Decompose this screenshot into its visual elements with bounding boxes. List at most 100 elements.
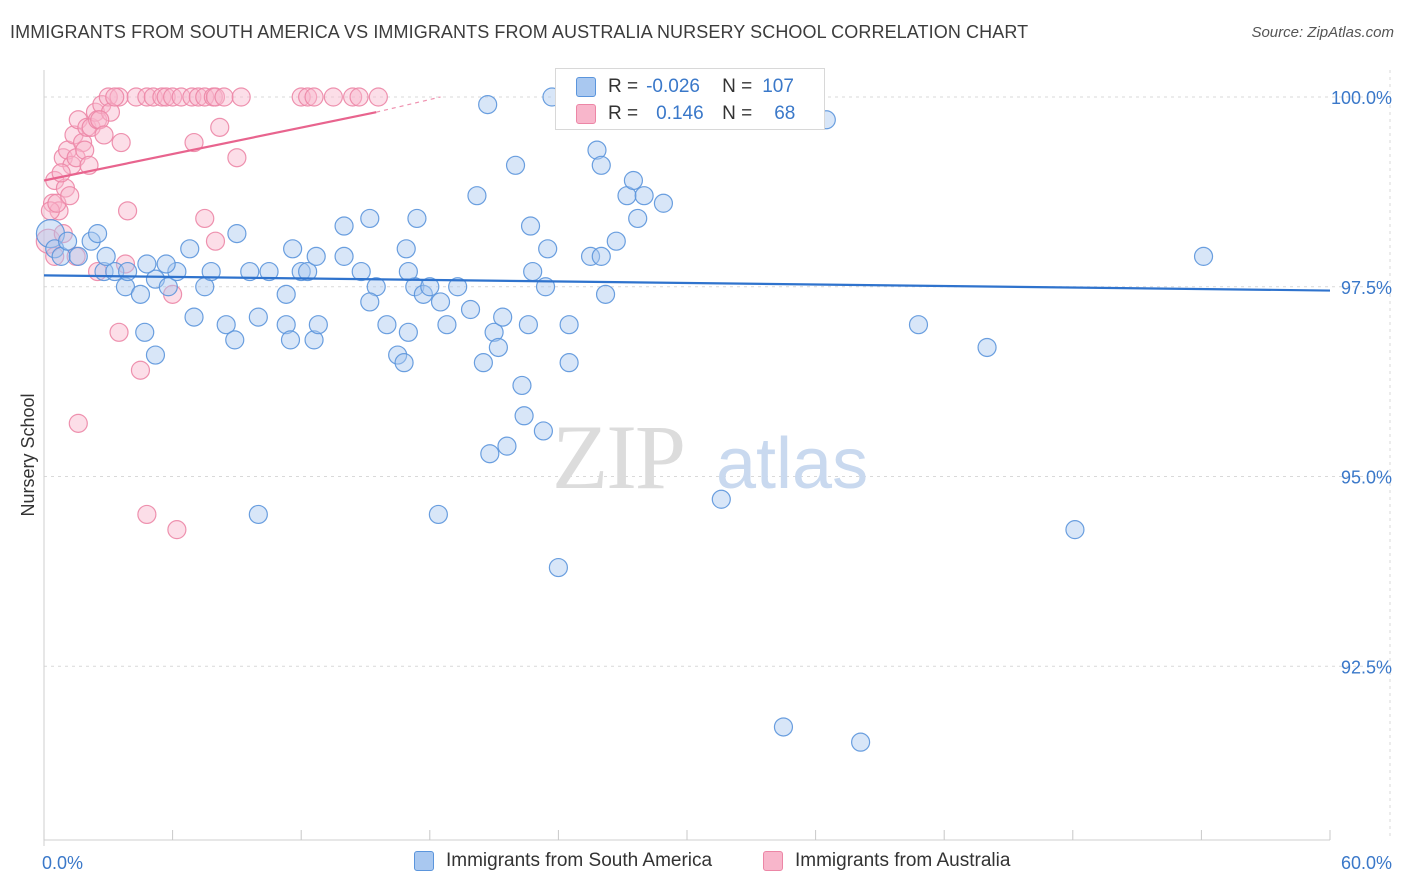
stats-box: R = -0.026 N = 107 R = 0.146 N = 68 (555, 68, 825, 130)
y-axis-label: Nursery School (18, 393, 38, 516)
blue-point (360, 292, 380, 312)
pink-swatch (576, 104, 596, 124)
blue-point (428, 504, 448, 525)
blue-point (634, 186, 654, 206)
pink-point (109, 322, 129, 342)
blue-point (493, 307, 513, 327)
pink-trend-line (43, 111, 377, 182)
blue-point (81, 231, 101, 251)
blue-point (467, 186, 487, 206)
blue-point (396, 239, 416, 259)
blue-point (117, 261, 138, 282)
stats-row-pink: R = 0.146 N = 68 (576, 102, 795, 126)
watermark: ZIP atlas (552, 406, 868, 508)
legend-blue-label: Immigrants from South America (446, 850, 713, 871)
blue-point (240, 261, 260, 282)
blue-point (248, 307, 268, 327)
watermark-zip: ZIP (552, 406, 684, 508)
pink-point (152, 87, 172, 107)
pink-n-value: 68 (774, 103, 796, 124)
blue-point (306, 246, 326, 266)
blue-point (413, 284, 433, 304)
pink-point (90, 110, 110, 130)
watermark-atlas: atlas (716, 424, 868, 504)
legend-item-pink[interactable]: Immigrants from Australia (763, 850, 1010, 872)
blue-point (437, 315, 457, 335)
blue-point (448, 277, 468, 297)
blue-point (248, 504, 268, 525)
trend-lines (43, 96, 1331, 292)
blue-point (87, 224, 108, 244)
pink-point (188, 87, 208, 107)
blue-point (908, 315, 929, 335)
blue-point (473, 353, 493, 373)
blue-point (559, 353, 579, 373)
pink-point (323, 87, 343, 107)
blue-point (520, 216, 541, 236)
blue-point (68, 246, 88, 266)
blue-swatch (576, 77, 596, 97)
blue-point (488, 337, 508, 358)
pink-r-value: 0.146 (656, 103, 704, 124)
blue-point (115, 277, 136, 297)
blue-point (430, 292, 451, 312)
tick-labels: 92.5% 95.0% 97.5% 100.0% 0.0% 60.0% (42, 88, 1392, 873)
blue-point (283, 239, 303, 259)
blue-point (298, 261, 318, 282)
pink-point (75, 140, 95, 160)
blue-point (57, 231, 78, 251)
blue-point (388, 345, 408, 365)
x-tick-label-min: 0.0% (42, 853, 83, 873)
pink-point (137, 87, 157, 107)
blue-point (518, 315, 538, 335)
blue-point (523, 261, 543, 282)
blue-point (201, 261, 221, 282)
pink-trend-extension (376, 96, 441, 113)
blue-point (512, 375, 532, 396)
blue-point (484, 322, 504, 342)
blue-point (548, 557, 569, 578)
blue-point (225, 330, 245, 350)
legend-item-blue[interactable]: Immigrants from South America (414, 850, 712, 872)
blue-point (334, 216, 354, 236)
stats-row-blue: R = -0.026 N = 107 (576, 75, 794, 99)
pink-point (231, 87, 251, 107)
pink-point (349, 87, 369, 107)
blue-point (280, 330, 301, 350)
blue-point (497, 436, 517, 456)
pink-point (167, 520, 187, 540)
y-tick-label: 100.0% (1331, 88, 1392, 108)
blue-point (184, 307, 204, 327)
blue-point (623, 170, 644, 191)
blue-point (398, 261, 418, 282)
y-tick-label: 97.5% (1341, 278, 1392, 298)
blue-point (156, 254, 176, 274)
blue-point (851, 732, 871, 752)
blue-point (130, 284, 151, 304)
blue-point (606, 231, 626, 251)
blue-point (514, 406, 534, 426)
blue-point (591, 246, 611, 266)
pink-point (304, 87, 324, 107)
pink-point (137, 504, 157, 525)
pink-point (126, 87, 146, 107)
x-tick-label-max: 60.0% (1341, 853, 1392, 873)
blue-point (291, 261, 311, 282)
pink-n-label: N = (722, 103, 753, 124)
blue-point (595, 284, 616, 304)
pink-points (35, 87, 388, 540)
pink-point (42, 193, 63, 213)
blue-point (711, 489, 731, 509)
blue-point (227, 224, 247, 244)
blue-point (533, 421, 553, 441)
pink-point (298, 87, 318, 107)
blue-point (180, 239, 200, 259)
legend-pink-label: Immigrants from Australia (795, 850, 1011, 871)
blue-point (259, 261, 279, 282)
pink-point (98, 87, 118, 107)
blue-point (360, 208, 380, 229)
blue-point (394, 353, 414, 373)
blue-point (1193, 246, 1214, 266)
blue-point (304, 330, 324, 350)
